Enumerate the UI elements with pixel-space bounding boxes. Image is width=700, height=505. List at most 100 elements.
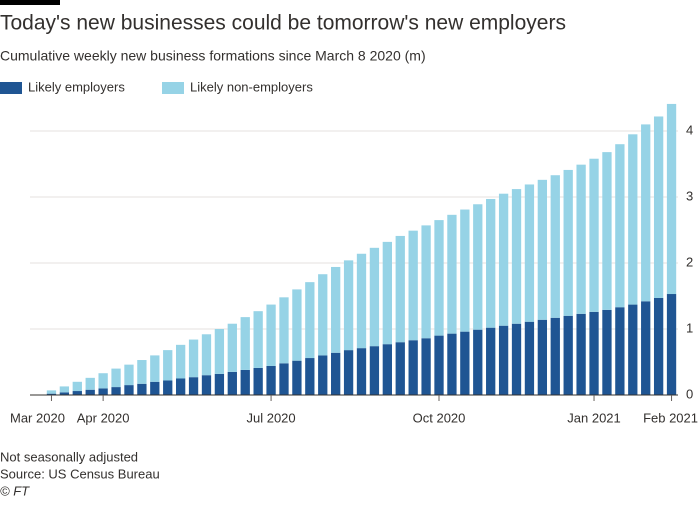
bar-segment	[111, 368, 121, 388]
bar-segment	[563, 169, 573, 316]
bar-segment	[188, 339, 199, 378]
bar-segment	[473, 329, 483, 395]
bar-segment	[460, 209, 470, 332]
bar-segment	[524, 321, 535, 395]
bar-segment	[46, 393, 57, 395]
bar-segment	[628, 304, 638, 395]
bar-segment	[124, 385, 134, 395]
bar-segment	[641, 124, 651, 302]
chart-subtitle: Cumulative weekly new business formation…	[0, 48, 426, 64]
bar-segment	[85, 389, 95, 395]
bar-segment	[175, 344, 186, 379]
bar-segment	[227, 323, 237, 372]
bar-segment	[369, 247, 380, 347]
chart-title: Today's new businesses could be tomorrow…	[0, 12, 566, 35]
bar-segment	[460, 331, 470, 395]
bar-segment	[666, 103, 677, 295]
source: Source: US Census Bureau	[0, 466, 160, 481]
bar-segment	[408, 340, 418, 395]
bar-segment	[434, 220, 444, 336]
bar-segment	[408, 230, 418, 341]
bar-segment	[382, 344, 392, 395]
bar-segment	[137, 383, 147, 395]
bar-segment	[59, 386, 70, 393]
bar-segment	[72, 381, 82, 392]
bar-segment	[537, 179, 548, 320]
bar-segment	[150, 381, 160, 395]
bar-segment	[589, 158, 599, 312]
x-tick-label: Jan 2021	[567, 410, 621, 425]
bar-segment	[602, 309, 612, 395]
bar-segment	[628, 134, 638, 305]
bar-segment	[589, 311, 599, 395]
bar-segment	[214, 373, 225, 395]
credit: © FT	[0, 483, 30, 498]
bar-segment	[305, 358, 315, 395]
bar-segment	[266, 365, 276, 395]
bar-segment	[524, 184, 535, 322]
bar-segment	[59, 392, 70, 395]
bar-segment	[447, 214, 457, 334]
bar-segment	[279, 297, 289, 364]
bar-segment	[356, 253, 367, 349]
x-tick-label: Feb 2021	[643, 410, 698, 425]
bar-segment	[653, 116, 664, 298]
legend-label: Likely employers	[28, 79, 125, 94]
bar-segment	[498, 325, 509, 395]
bar-segment	[214, 329, 225, 374]
bar-segment	[305, 282, 315, 359]
bar-segment	[653, 297, 664, 395]
bar-segment	[447, 333, 457, 395]
bar-segment	[111, 387, 121, 395]
legend-swatch	[0, 82, 22, 94]
bar-segment	[511, 323, 522, 395]
bar-segment	[318, 355, 328, 395]
bar-segment	[343, 350, 354, 395]
bar-segment	[382, 241, 392, 345]
legend-label: Likely non-employers	[190, 79, 313, 94]
bar-segment	[266, 304, 276, 366]
bar-segment	[163, 350, 173, 381]
bar-segment	[98, 373, 108, 389]
bar-segment	[201, 334, 212, 376]
bar-segment	[201, 375, 212, 395]
bar-segment	[666, 294, 677, 395]
y-tick-label: 2	[686, 254, 693, 269]
bar-segment	[279, 363, 289, 395]
bar-segment	[343, 260, 354, 351]
x-tick-label: Oct 2020	[413, 410, 466, 425]
bar-segment	[395, 235, 405, 343]
bar-segment	[550, 175, 560, 318]
bar-segment	[175, 378, 186, 395]
bar-segment	[615, 307, 625, 395]
bar-segment	[498, 193, 509, 326]
bar-segment	[486, 198, 496, 328]
bar-segment	[227, 371, 237, 395]
bar-segment	[550, 317, 560, 395]
y-tick-label: 0	[686, 386, 693, 401]
bar-segment	[124, 364, 134, 386]
bar-segment	[356, 348, 367, 395]
y-tick-label: 3	[686, 188, 693, 203]
bar-segment	[537, 319, 548, 395]
y-tick-label: 4	[686, 122, 693, 137]
bar-segment	[369, 346, 380, 395]
bar-segment	[150, 355, 160, 382]
bar-segment	[98, 388, 108, 395]
bar-segment	[137, 360, 147, 384]
bar-segment	[576, 164, 586, 314]
bar-segment	[434, 335, 444, 395]
x-tick-label: Mar 2020	[10, 410, 65, 425]
bar-segment	[421, 338, 431, 395]
bar-segment	[46, 390, 57, 394]
bar-segment	[240, 369, 250, 395]
bar-segment	[188, 377, 199, 395]
bar-segment	[72, 391, 82, 395]
bar-segment	[615, 144, 625, 308]
bar-segment	[511, 189, 522, 324]
bar-segment	[421, 225, 431, 339]
bar-segment	[486, 327, 496, 395]
bar-segment	[602, 152, 612, 310]
bar-segment	[395, 342, 405, 395]
bar-segment	[292, 360, 302, 395]
